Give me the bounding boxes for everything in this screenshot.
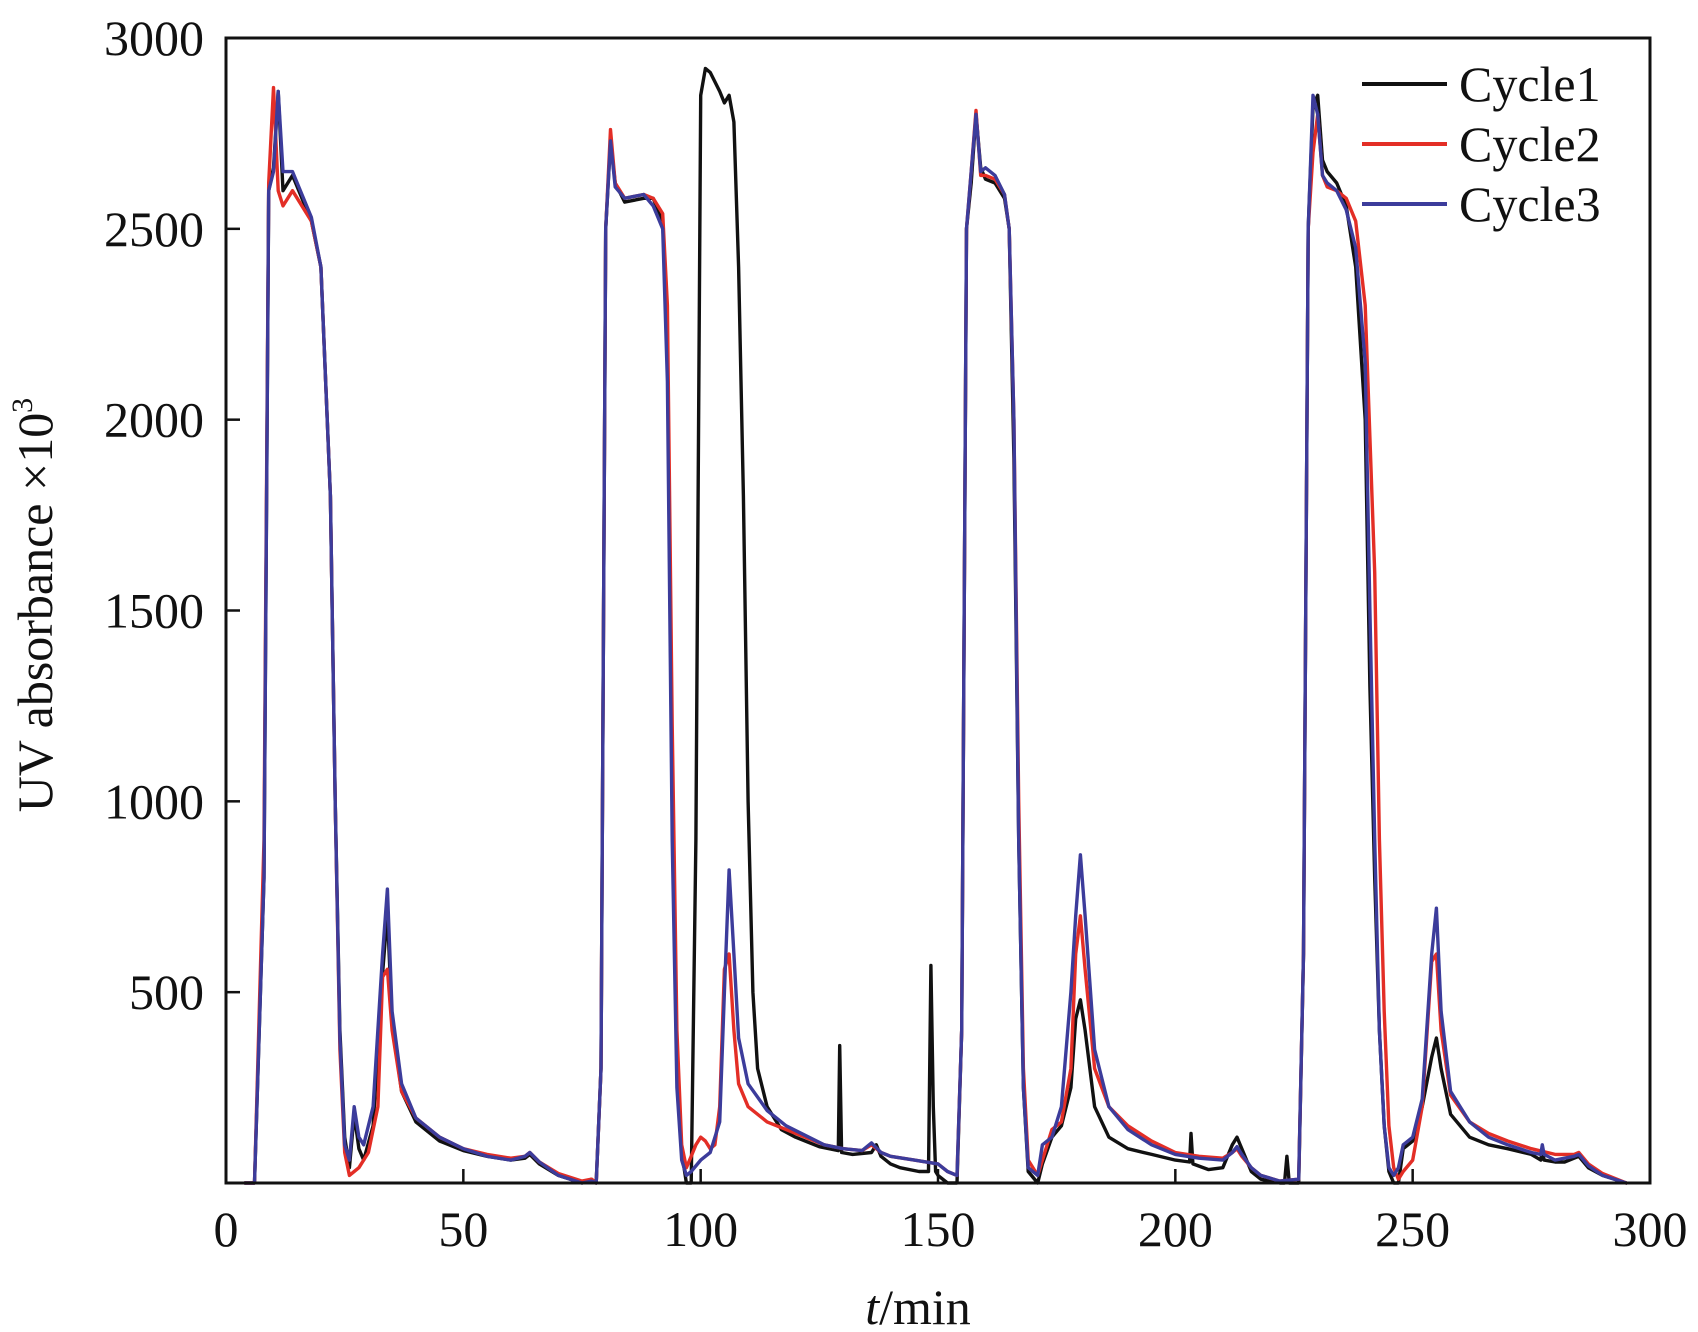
x-tick-label: 300 [1613,1201,1688,1257]
x-axis-title-variable: t [865,1279,880,1332]
x-tick-label: 50 [438,1201,488,1257]
series-line-cycle1 [243,66,1628,1185]
y-axis-title: UV absorbance ×103 [6,398,63,812]
x-axis-title-unit: /min [879,1279,971,1332]
x-tick-label: 100 [663,1201,738,1257]
series-line-cycle2 [243,85,1628,1185]
y-axis-title-exponent: 3 [6,398,39,413]
y-axis-title-main: UV absorbance ×10 [7,413,63,812]
x-axis-title: t/min [865,1279,971,1332]
plot-frame [224,36,1652,1185]
x-tick-label: 250 [1375,1201,1450,1257]
x-tick-label: 0 [214,1201,239,1257]
y-tick-label: 1000 [104,773,204,829]
series-line-cycle3 [243,89,1628,1185]
legend-label-cycle1: Cycle1 [1459,56,1601,112]
y-tick-label: 2500 [104,201,204,257]
y-tick-label: 2000 [104,392,204,448]
legend-label-cycle3: Cycle3 [1459,176,1601,232]
y-tick-label: 3000 [104,10,204,66]
y-tick-label: 1500 [104,583,204,639]
series-layer [243,66,1628,1185]
x-tick-label: 200 [1138,1201,1213,1257]
axes-layer [224,36,1652,1185]
y-tick-label: 500 [129,964,204,1020]
x-tick-label: 150 [901,1201,976,1257]
tick-layer: 0 50 100 150 200 250 300 500 1000 1500 2000 2500 300… [104,10,1688,1257]
legend-label-cycle2: Cycle2 [1459,116,1601,172]
